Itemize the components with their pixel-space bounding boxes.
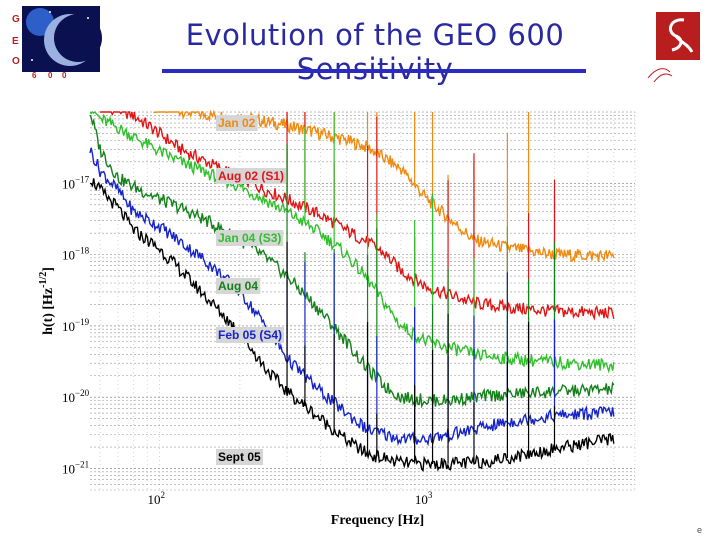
y-tick-label: 10−17 (62, 174, 90, 191)
legend: Jan 02 Aug 02 (S1) Jan 04 (S3) Aug 04 Feb 05… (216, 115, 287, 465)
series-line-aug-04 (89, 114, 615, 409)
logo-swoosh (647, 68, 673, 83)
legend-box (216, 168, 287, 184)
x-tick-label: 103 (415, 490, 433, 507)
logo-letter-o: O (12, 56, 20, 67)
logo-figure-glyph (668, 18, 694, 53)
legend-label: Feb 05 (S4) (218, 328, 282, 342)
logo-digit-0a: 0 (48, 71, 53, 80)
series-line-jan-04-s3 (89, 110, 615, 374)
legend-box (216, 449, 264, 465)
y-tick-label: 10−19 (62, 317, 90, 334)
geo600-logo: G E O 6 0 0 (12, 6, 102, 80)
logo-digit-0b: 0 (62, 71, 67, 80)
legend-entry: Feb 05 (S4) (216, 327, 285, 343)
legend-box (216, 327, 285, 343)
axes: 10−17 10−18 10−19 10−20 10−21 102 103 Frequency… (38, 174, 433, 528)
legend-label: Sept 05 (218, 450, 261, 464)
y-tick-label: 10−20 (62, 388, 90, 405)
legend-entry: Sept 05 (216, 449, 264, 465)
legend-box (216, 278, 261, 294)
logo-planet-shadow (54, 14, 102, 62)
legend-entry: Jan 04 (S3) (216, 230, 284, 246)
series-lines (89, 109, 615, 472)
legend-label: Jan 02 (218, 116, 256, 130)
legend-box (216, 230, 284, 246)
y-axis-title: h(t) [Hz-1/2] (38, 267, 56, 335)
x-tick-label: 102 (147, 490, 165, 507)
legend-label: Aug 02 (S1) (218, 169, 284, 183)
y-tick-label: 10−18 (62, 246, 90, 263)
logo-letter-g: G (12, 14, 20, 25)
legend-entry: Jan 02 (216, 115, 258, 131)
legend-label: Aug 04 (218, 279, 258, 293)
grid (90, 111, 636, 491)
y-tick-label: 10−21 (62, 460, 89, 477)
x-axis-title: Frequency [Hz] (331, 513, 424, 528)
logo-digit-6: 6 (32, 71, 37, 80)
legend-entry: Aug 04 (216, 278, 261, 294)
legend-entry: Aug 02 (S1) (216, 168, 287, 184)
legend-box (216, 115, 258, 131)
legend-label: Jan 04 (S3) (218, 231, 281, 245)
footer-mark: e (697, 525, 703, 535)
series-line-feb-05-s4 (89, 147, 615, 447)
title-underline (162, 69, 586, 73)
institute-logo (647, 12, 700, 83)
logo-letter-e: E (12, 36, 19, 47)
series-line-sept-05 (89, 178, 615, 472)
